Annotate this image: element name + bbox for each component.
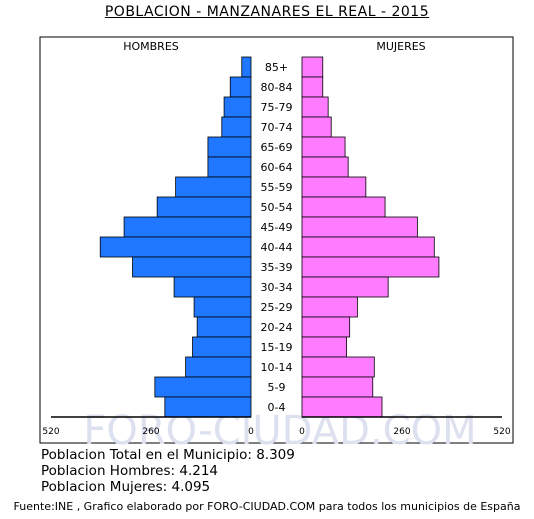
tick-right-0: 0 [299, 427, 305, 437]
stat-women-population: Poblacion Mujeres: 4.095 [41, 479, 211, 495]
legend-hombres: HOMBRES [123, 40, 179, 53]
ticks-group: 520 260 0 0 260 520 [42, 427, 510, 437]
bar-mujeres-35-39 [301, 256, 440, 278]
age-label-85+: 85+ [265, 61, 288, 74]
bar-hombres-70-74 [221, 116, 252, 138]
tick-left-520: 520 [42, 427, 59, 437]
age-label-35-39: 35-39 [261, 261, 293, 274]
age-label-65-69: 65-69 [261, 141, 293, 154]
bar-hombres-30-34 [173, 276, 252, 298]
tick-right-260: 260 [393, 427, 410, 437]
bar-hombres-75-79 [223, 96, 252, 118]
bar-mujeres-75-79 [301, 96, 329, 118]
page-title: POBLACION - MANZANARES EL REAL - 2015 [0, 4, 534, 20]
bar-hombres-0-4 [164, 396, 252, 418]
bar-hombres-50-54 [156, 196, 252, 218]
bar-hombres-85+ [241, 56, 252, 78]
bar-mujeres-30-34 [301, 276, 389, 298]
legend-mujeres: MUJERES [376, 40, 425, 53]
bar-hombres-5-9 [154, 376, 252, 398]
bar-hombres-40-44 [99, 236, 252, 258]
age-label-10-14: 10-14 [261, 361, 293, 374]
bar-hombres-10-14 [185, 356, 252, 378]
stat-men-population: Poblacion Hombres: 4.214 [41, 463, 219, 479]
age-label-60-64: 60-64 [261, 161, 293, 174]
age-label-0-4: 0-4 [268, 401, 286, 414]
bar-mujeres-50-54 [301, 196, 386, 218]
age-label-50-54: 50-54 [261, 201, 293, 214]
bar-mujeres-5-9 [301, 376, 374, 398]
age-label-25-29: 25-29 [261, 301, 293, 314]
age-label-20-24: 20-24 [261, 321, 293, 334]
bar-mujeres-85+ [301, 56, 324, 78]
age-label-55-59: 55-59 [261, 181, 293, 194]
page-title-text: POBLACION - MANZANARES EL REAL - 2015 [104, 4, 430, 20]
bar-mujeres-25-29 [301, 296, 358, 318]
bar-mujeres-60-64 [301, 156, 349, 178]
tick-left-260: 260 [142, 427, 159, 437]
age-label-15-19: 15-19 [261, 341, 293, 354]
bar-hombres-35-39 [132, 256, 252, 278]
bar-hombres-80-84 [229, 76, 252, 98]
watermark: FORO-CIUDAD.COM [83, 408, 476, 445]
bar-hombres-20-24 [196, 316, 252, 338]
bar-mujeres-65-69 [301, 136, 346, 158]
bar-mujeres-45-49 [301, 216, 418, 238]
bar-hombres-25-29 [193, 296, 252, 318]
bar-mujeres-80-84 [301, 76, 324, 98]
bar-mujeres-10-14 [301, 356, 375, 378]
age-label-80-84: 80-84 [261, 81, 293, 94]
bar-mujeres-40-44 [301, 236, 435, 258]
source-footer: Fuente:INE , Grafico elaborado por FORO-… [13, 500, 521, 513]
bars-group [99, 56, 440, 418]
age-labels-group: 85+ 80-84 75-79 70-74 65-69 60-64 55-59 50-54 45… [261, 61, 293, 414]
population-pyramid-chart: FORO-CIUDAD.COM HOMBRES MUJERES 85+ 80-84… [39, 36, 514, 445]
tick-right-520: 520 [493, 427, 510, 437]
bar-mujeres-0-4 [301, 396, 383, 418]
bar-mujeres-55-59 [301, 176, 367, 198]
bar-mujeres-15-19 [301, 336, 348, 358]
bar-mujeres-70-74 [301, 116, 332, 138]
bar-hombres-45-49 [123, 216, 252, 238]
bar-hombres-65-69 [207, 136, 252, 158]
age-label-45-49: 45-49 [261, 221, 293, 234]
age-label-30-34: 30-34 [261, 281, 293, 294]
age-label-75-79: 75-79 [261, 101, 293, 114]
stat-total-population: Poblacion Total en el Municipio: 8.309 [41, 447, 295, 463]
bar-hombres-60-64 [207, 156, 252, 178]
age-label-5-9: 5-9 [268, 381, 286, 394]
bar-hombres-15-19 [192, 336, 252, 358]
age-label-40-44: 40-44 [261, 241, 293, 254]
bar-hombres-55-59 [175, 176, 252, 198]
age-label-70-74: 70-74 [261, 121, 293, 134]
bar-mujeres-20-24 [301, 316, 351, 338]
tick-left-0: 0 [248, 427, 254, 437]
